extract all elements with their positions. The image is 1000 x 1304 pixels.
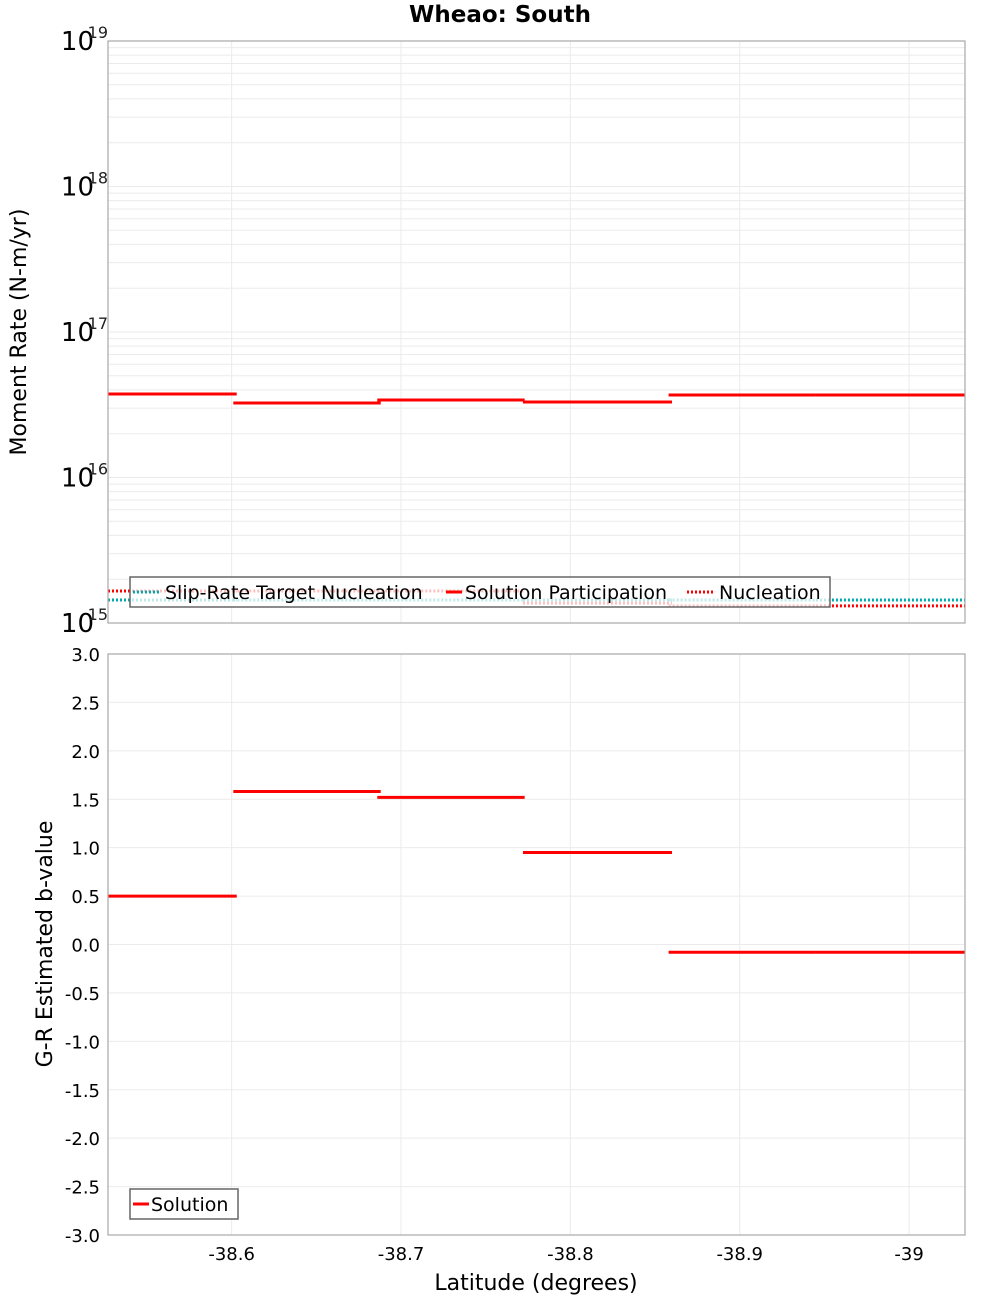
svg-text:Solution Participation: Solution Participation xyxy=(465,582,667,604)
svg-text:18: 18 xyxy=(88,169,108,188)
x-tick-labels: -38.6 -38.7 -38.8 -38.9 -39 xyxy=(208,1244,923,1265)
y-tick-label: 2.0 xyxy=(71,742,100,763)
svg-text:19: 19 xyxy=(88,23,108,42)
top-legend: Slip-Rate Target Nucleation Solution Part… xyxy=(130,577,830,607)
y-tick-label: 1018 xyxy=(61,169,108,203)
y-tick-label: 3.0 xyxy=(71,645,100,666)
svg-text:Nucleation: Nucleation xyxy=(719,582,821,604)
top-y-tick-labels: 1015 1016 1017 1018 1019 xyxy=(61,23,108,639)
y-tick-label: 1.5 xyxy=(71,790,100,811)
y-tick-label: 1015 xyxy=(61,605,108,639)
bottom-legend: Solution xyxy=(130,1189,238,1219)
svg-text:17: 17 xyxy=(88,314,108,333)
svg-text:Solution: Solution xyxy=(151,1194,228,1216)
svg-text:16: 16 xyxy=(88,460,108,479)
y-tick-label: 2.5 xyxy=(71,693,100,714)
x-tick-label: -39 xyxy=(894,1244,923,1265)
legend-item: Solution Participation xyxy=(446,582,667,604)
chart-canvas: Wheao: South 1015 1016 1017 1018 1019 Moment… xyxy=(0,0,1000,1300)
bottom-y-axis-label: G-R Estimated b-value xyxy=(33,821,58,1068)
y-tick-label: -2.0 xyxy=(65,1129,100,1150)
x-tick-label: -38.8 xyxy=(547,1244,594,1265)
series-solution-participation xyxy=(108,394,965,403)
y-tick-label: 1017 xyxy=(61,314,108,348)
svg-text:15: 15 xyxy=(88,605,108,624)
bottom-gridlines xyxy=(108,654,965,1235)
moment-rate-panel: 1015 1016 1017 1018 1019 Moment Rate (N-m/yr… xyxy=(7,23,965,639)
top-y-axis-label: Moment Rate (N-m/yr) xyxy=(7,209,32,456)
top-gridlines xyxy=(108,41,965,623)
svg-text:Slip-Rate Target Nucleation: Slip-Rate Target Nucleation xyxy=(165,582,423,604)
y-tick-label: -2.5 xyxy=(65,1178,100,1199)
chart-figure: Wheao: South 1015 1016 1017 1018 1019 Moment… xyxy=(0,0,1000,1300)
series-solution xyxy=(108,792,965,953)
y-tick-label: -3.0 xyxy=(65,1226,100,1247)
y-tick-label: 1.0 xyxy=(71,839,100,860)
y-tick-label: 1016 xyxy=(61,460,108,494)
chart-title: Wheao: South xyxy=(409,2,591,28)
y-tick-label: -1.5 xyxy=(65,1081,100,1102)
x-axis-label: Latitude (degrees) xyxy=(434,1271,637,1296)
y-tick-label: 1019 xyxy=(61,23,108,57)
bottom-y-tick-labels: 3.0 2.5 2.0 1.5 1.0 0.5 0.0 -0.5 -1.0 -1.5 -2.0 -2.… xyxy=(65,645,100,1247)
x-tick-label: -38.7 xyxy=(378,1244,425,1265)
b-value-panel: 3.0 2.5 2.0 1.5 1.0 0.5 0.0 -0.5 -1.0 -1.5 -2.0 -2.… xyxy=(33,645,965,1296)
y-tick-label: -1.0 xyxy=(65,1032,100,1053)
x-tick-label: -38.9 xyxy=(716,1244,763,1265)
y-tick-label: 0.5 xyxy=(71,887,100,908)
legend-item: Slip-Rate Target Nucleation xyxy=(133,582,423,604)
y-tick-label: 0.0 xyxy=(71,936,100,957)
x-tick-label: -38.6 xyxy=(208,1244,255,1265)
y-tick-label: -0.5 xyxy=(65,984,100,1005)
bottom-series xyxy=(108,792,965,953)
